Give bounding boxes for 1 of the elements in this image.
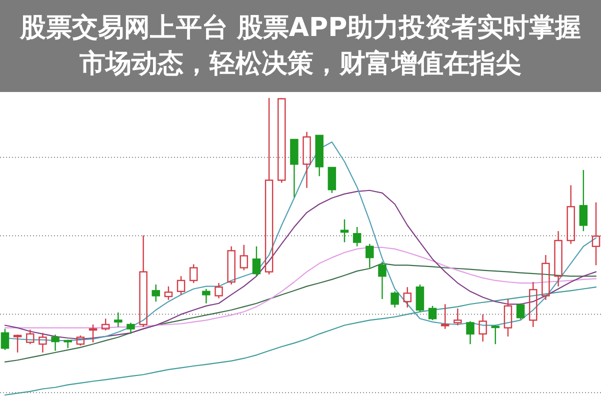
title: 股票交易网上平台 股票APP助力投资者实时掌握市场动态，轻松决策，财富增值在指尖 xyxy=(18,12,582,81)
